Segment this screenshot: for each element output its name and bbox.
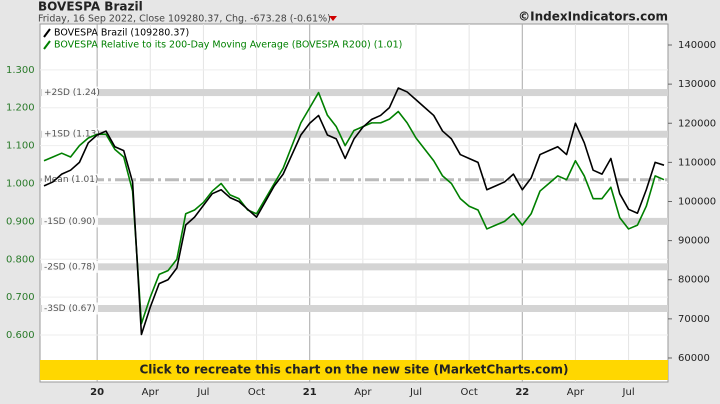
series-line [43, 87, 665, 336]
x-tick-label: 22 [515, 387, 529, 398]
banner-bg [40, 360, 668, 380]
x-tick-label: Apr [142, 387, 160, 398]
band-label: +2SD (1.24) [44, 88, 100, 98]
y2-tick-label: 100000 [678, 196, 716, 207]
x-tick-label: 21 [303, 387, 317, 398]
band-label-bg [42, 302, 98, 315]
chart-subtitle: Friday, 16 Sep 2022, Close 109280.37, Ch… [38, 14, 331, 25]
x-tick-label: Jul [409, 387, 422, 398]
down-arrow [329, 16, 337, 21]
legend-swatch [43, 28, 51, 38]
source: ©IndexIndicators.com [518, 10, 668, 24]
y2-tick-label: 120000 [678, 118, 716, 129]
y2-tick-label: 70000 [678, 314, 710, 325]
y-tick-label: 0.900 [6, 216, 35, 227]
band-label-bg [42, 173, 98, 186]
sd-band [40, 217, 668, 225]
band-label-bg [42, 260, 98, 273]
series-line [43, 91, 665, 325]
band-label-bg [42, 86, 98, 99]
sd-band [40, 89, 668, 97]
y2-tick-label: 90000 [678, 236, 710, 247]
y2-tick-label: 130000 [678, 79, 716, 90]
sd-band [40, 130, 668, 138]
legend-label: BOVESPA Brazil (109280.37) [54, 28, 189, 39]
x-tick-label: Apr [354, 387, 372, 398]
legend-label: BOVESPA Relative to its 200-Day Moving A… [54, 40, 402, 51]
banner[interactable]: Click to recreate this chart on the new … [40, 360, 668, 380]
x-tick-label: Jul [196, 387, 209, 398]
legend-swatch [43, 40, 51, 50]
band-label-bg [42, 128, 98, 141]
y2-tick-label: 110000 [678, 157, 716, 168]
y-tick-label: 1.000 [6, 178, 35, 189]
x-tick-label: Oct [460, 387, 477, 398]
band-label: +1SD (1.13) [44, 130, 100, 140]
band-label: -1SD (0.90) [44, 217, 96, 227]
band-label: -3SD (0.67) [44, 304, 96, 314]
y-tick-label: 1.100 [6, 141, 35, 152]
banner-text: Click to recreate this chart on the new … [139, 363, 568, 377]
x-tick-label: Apr [567, 387, 585, 398]
y-tick-label: 0.700 [6, 292, 35, 303]
y2-tick-label: 140000 [678, 40, 716, 51]
band-label-bg [42, 215, 98, 228]
y-tick-label: 1.200 [6, 103, 35, 114]
band-label: -2SD (0.78) [44, 262, 96, 272]
x-tick-label: Jul [622, 387, 635, 398]
chart-title: BOVESPA Brazil [38, 0, 143, 14]
x-tick-label: 20 [90, 387, 104, 398]
sd-band [40, 305, 668, 313]
y2-tick-label: 60000 [678, 353, 710, 364]
y-tick-label: 0.600 [6, 330, 35, 341]
y-tick-label: 1.300 [6, 65, 35, 76]
band-label: Mean (1.01) [44, 175, 98, 185]
x-tick-label: Oct [248, 387, 265, 398]
y2-tick-label: 80000 [678, 275, 710, 286]
sd-band [40, 263, 668, 271]
y-tick-label: 0.800 [6, 254, 35, 265]
